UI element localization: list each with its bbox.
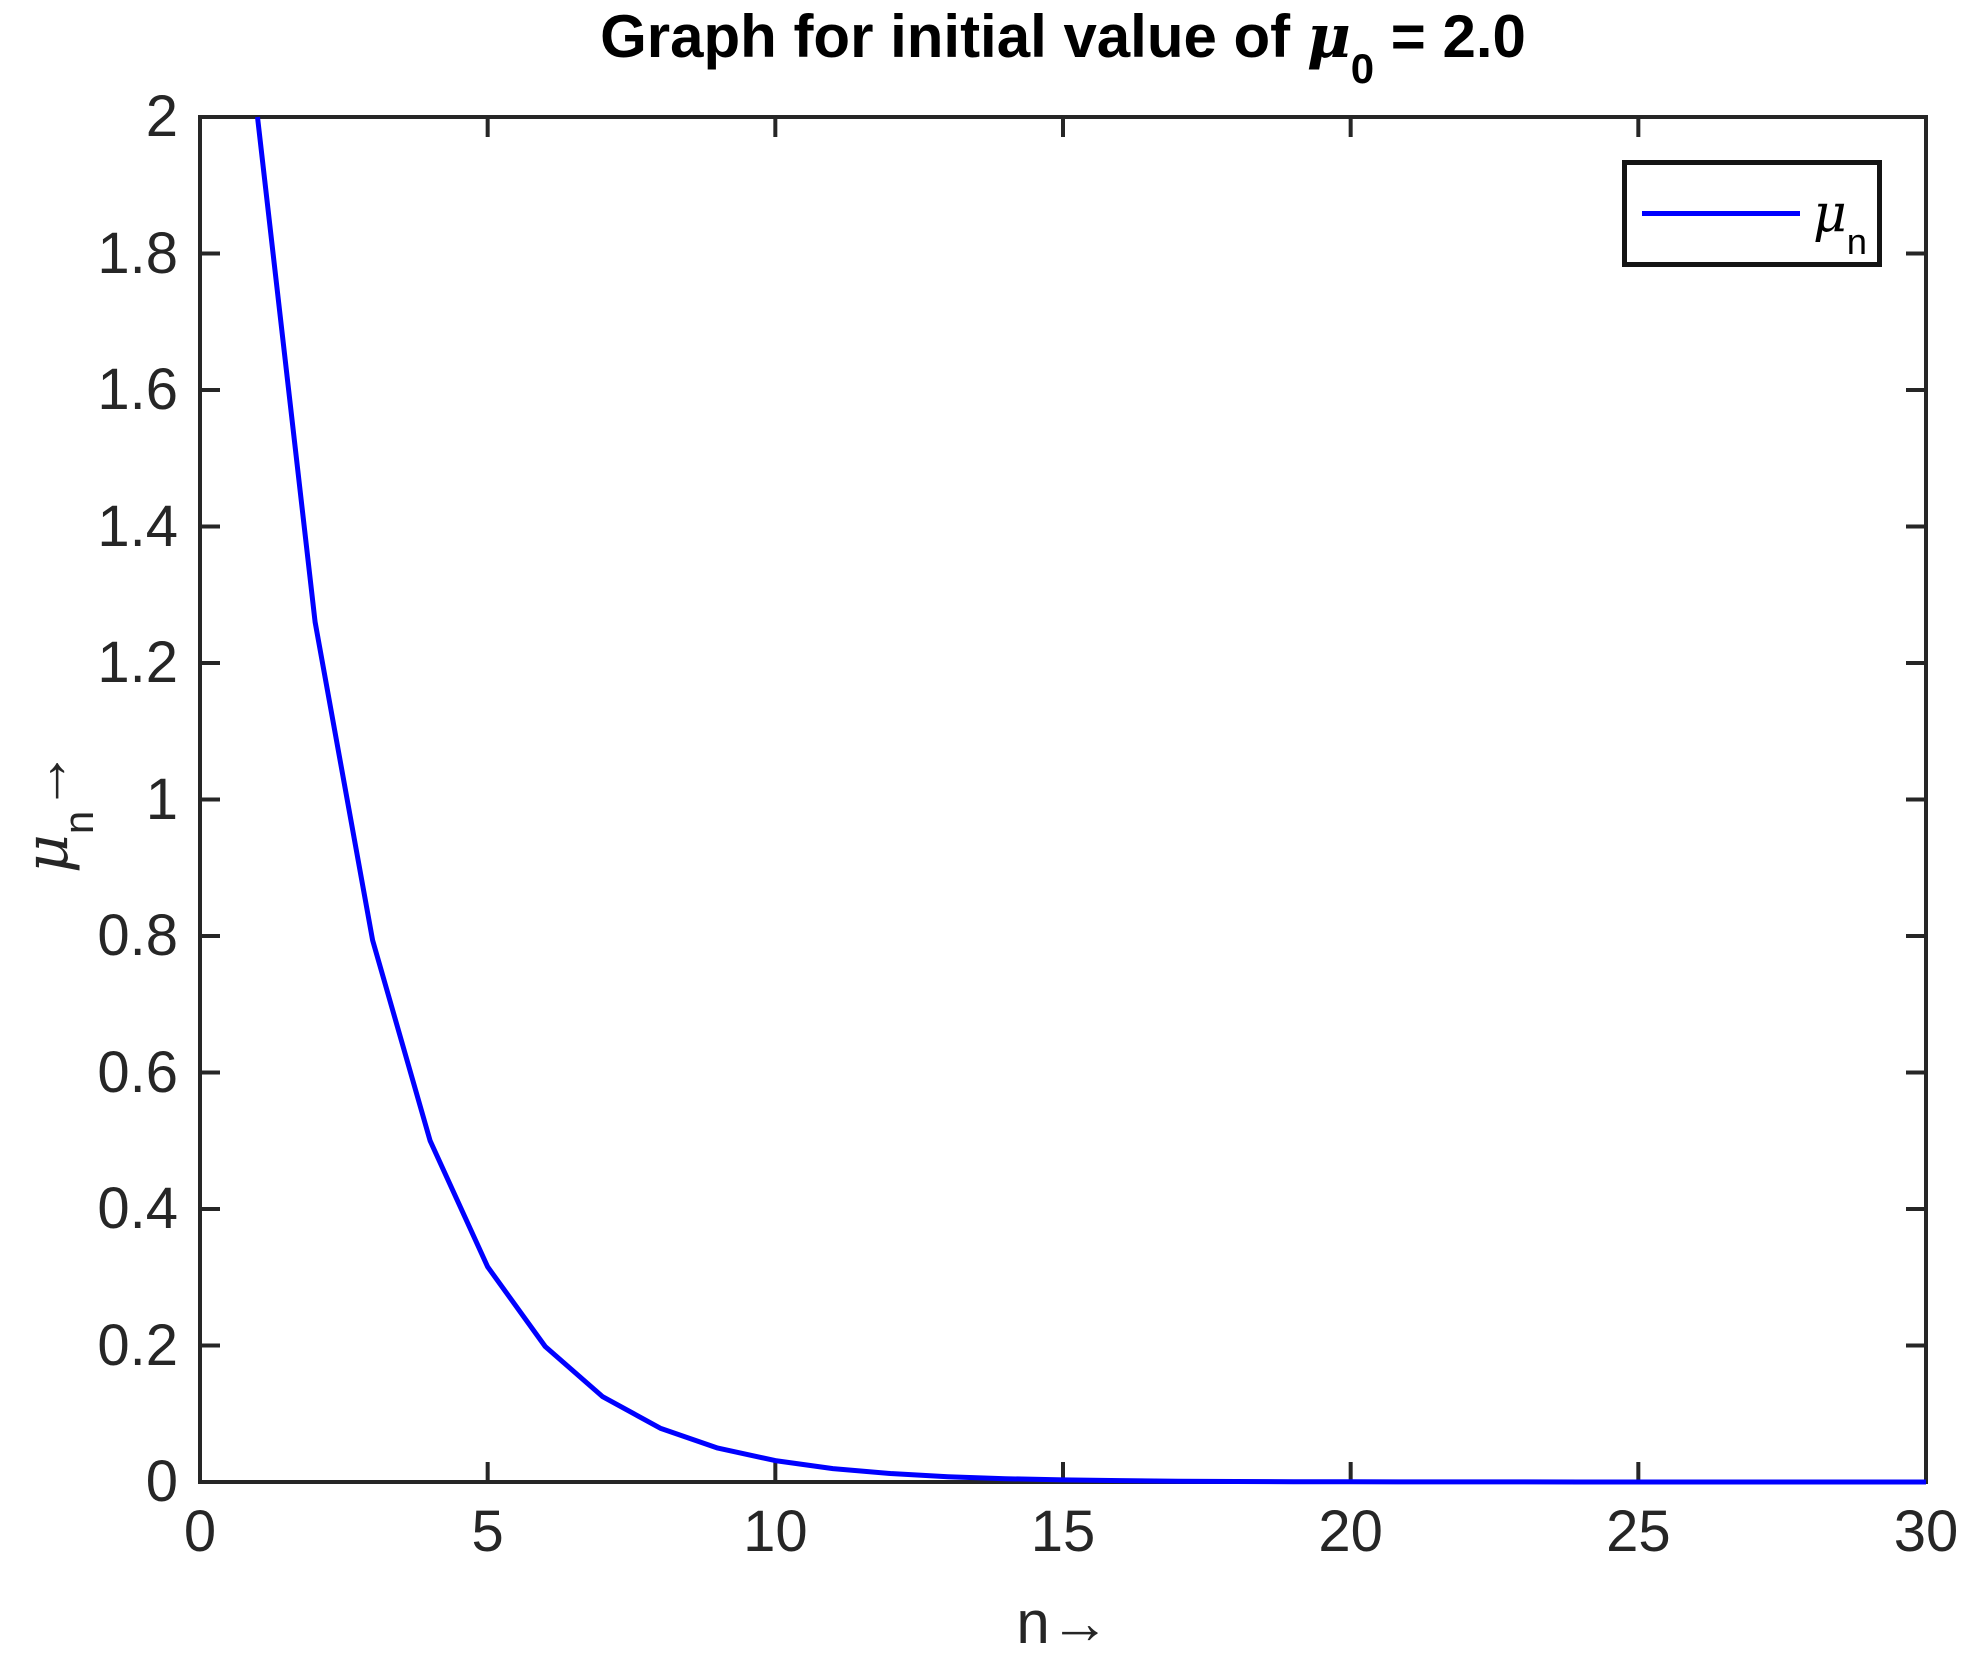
mu-subscript: n xyxy=(1846,220,1868,262)
y-tick-label: 0.2 xyxy=(97,1312,178,1378)
legend: μn xyxy=(1622,160,1882,267)
y-tick-label: 2 xyxy=(145,84,178,149)
x-tick-label: 15 xyxy=(1030,1499,1096,1564)
y-tick-label: 1 xyxy=(145,766,178,832)
x-tick-label: 0 xyxy=(183,1499,217,1564)
y-tick-label: 1.4 xyxy=(97,493,178,559)
x-axis-label: n→ xyxy=(1016,1588,1109,1657)
x-tick-label: 10 xyxy=(743,1499,808,1564)
chart-title-value: = 2.0 xyxy=(1374,3,1526,70)
axes-box xyxy=(198,115,1928,1484)
y-tick-label: 0 xyxy=(145,1449,178,1514)
x-tick-label: 30 xyxy=(1893,1499,1959,1564)
y-tick-label: 0.8 xyxy=(97,903,178,968)
mu-symbol: μ xyxy=(1306,2,1351,72)
arrow-icon: → xyxy=(1049,1589,1110,1656)
legend-line-sample xyxy=(1642,211,1800,216)
mu-symbol: μ xyxy=(1813,183,1847,244)
y-tick-label: 1.2 xyxy=(97,630,178,695)
y-tick-label: 1.8 xyxy=(97,220,178,286)
y-tick-label: 1.6 xyxy=(97,357,178,422)
mu-subscript: 0 xyxy=(1350,45,1375,93)
x-axis-label-text: n xyxy=(1016,1589,1050,1656)
y-tick-label: 0.6 xyxy=(97,1039,178,1105)
x-tick-label: 20 xyxy=(1318,1499,1383,1564)
mu-symbol: μ xyxy=(12,834,82,874)
y-tick-label: 0.4 xyxy=(97,1176,178,1241)
series-mu-line xyxy=(255,116,1926,1485)
x-tick-label: 5 xyxy=(471,1499,504,1564)
chart-title-text: Graph for initial value of xyxy=(600,3,1307,70)
chart-title: Graph for initial value of μ0 = 2.0 xyxy=(600,2,1526,90)
legend-entry-label: μn xyxy=(1813,183,1867,260)
x-tick-label: 25 xyxy=(1606,1499,1671,1564)
